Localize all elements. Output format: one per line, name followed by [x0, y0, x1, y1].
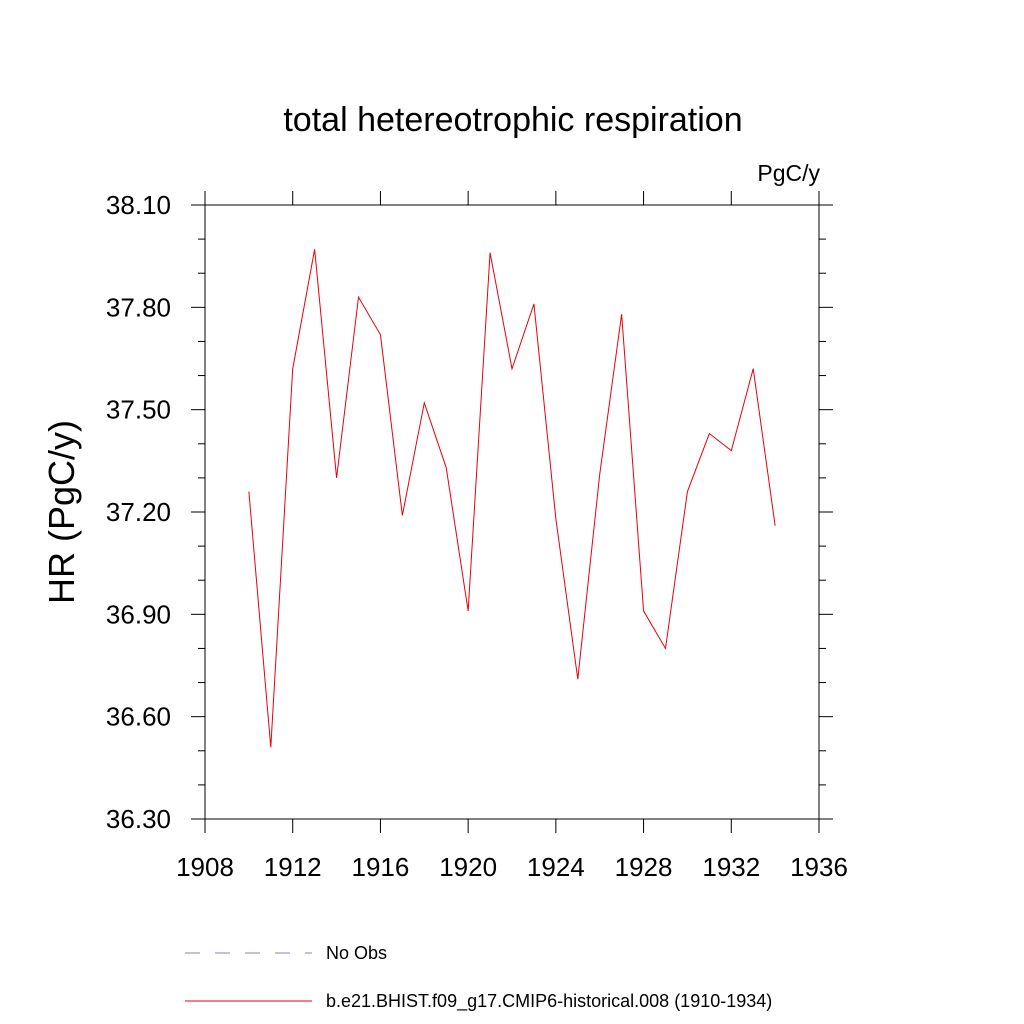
chart-title: total hetereotrophic respiration [283, 101, 742, 139]
y-tick-label: 36.60 [106, 702, 171, 732]
y-tick-label: 37.50 [106, 395, 171, 425]
x-tick-label: 1932 [702, 852, 760, 882]
x-tick-label: 1924 [527, 852, 585, 882]
legend-label-model: b.e21.BHIST.f09_g17.CMIP6-historical.008… [326, 991, 772, 1012]
x-tick-label: 1928 [615, 852, 673, 882]
series-line [248, 249, 776, 748]
y-tick-label: 36.30 [106, 804, 171, 834]
series-group [248, 249, 776, 748]
y-tick-label: 36.90 [106, 599, 171, 629]
y-tick-label: 37.80 [106, 292, 171, 322]
x-tick-label: 1936 [790, 852, 848, 882]
x-tick-label: 1916 [352, 852, 410, 882]
y-axis-label: HR (PgC/y) [41, 420, 82, 604]
legend-label-no-obs: No Obs [326, 943, 387, 963]
y-tick-label: 38.10 [106, 190, 171, 220]
axis-tick-labels: 1908 1912 1916 1920 1924 1928 1932 1936 36.30 36.… [106, 190, 848, 882]
x-tick-label: 1908 [176, 852, 234, 882]
y-tick-label: 37.20 [106, 497, 171, 527]
x-tick-label: 1912 [264, 852, 322, 882]
plot-area: 1908 1912 1916 1920 1924 1928 1932 1936 36.30 36.… [106, 190, 848, 882]
units-label: PgC/y [757, 160, 820, 186]
x-tick-label: 1920 [439, 852, 497, 882]
axis-ticks [191, 191, 833, 833]
legend: No Obs b.e21.BHIST.f09_g17.CMIP6-histori… [185, 943, 772, 1012]
plot-frame [204, 204, 820, 820]
